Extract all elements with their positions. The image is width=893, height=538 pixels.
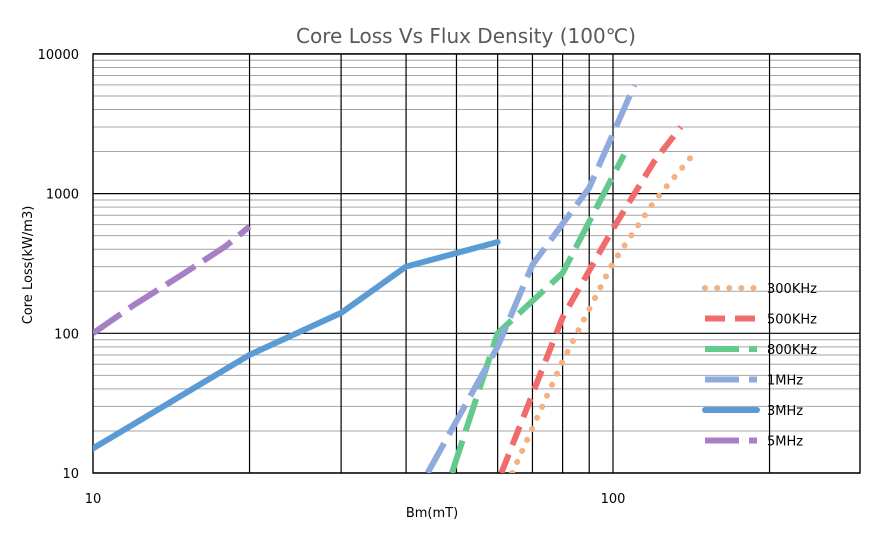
grid: [92, 53, 861, 474]
series-line-800khz: [449, 153, 627, 473]
plot-frame: [92, 53, 861, 474]
legend-label-300khz: 300KHz: [767, 282, 817, 297]
y-tick-label: 10000: [38, 48, 79, 63]
chart-title: Core Loss Vs Flux Density (100℃): [296, 24, 636, 48]
legend-label-1mhz: 1MHz: [767, 374, 803, 389]
series-line-300khz: [509, 147, 700, 473]
x-tick-label: 100: [601, 492, 626, 507]
series-line-3mhz: [93, 239, 501, 452]
legend-label-800khz: 800KHz: [767, 343, 817, 358]
series-line-500khz: [498, 125, 684, 473]
legend-label-5mhz: 5MHz: [767, 435, 803, 450]
legend: 300KHz 500KHz 800KHz 1MHz 3MHz 5MHz: [702, 282, 817, 450]
series-line-1mhz: [424, 83, 638, 473]
legend-label-3mhz: 3MHz: [767, 404, 803, 419]
y-tick-label: 100: [54, 327, 79, 342]
legend-label-500khz: 500KHz: [767, 313, 817, 328]
tick-labels: 10 100 10 100 1000 10000: [38, 48, 626, 507]
series-line-5mhz: [93, 224, 252, 336]
x-axis-label: Bm(mT): [406, 506, 458, 521]
series-layer: [93, 83, 700, 473]
y-tick-label: 10: [62, 467, 79, 482]
x-tick-label: 10: [85, 492, 102, 507]
y-axis-label: Core Loss(kW/m3): [21, 206, 36, 325]
y-tick-label: 1000: [46, 188, 79, 203]
